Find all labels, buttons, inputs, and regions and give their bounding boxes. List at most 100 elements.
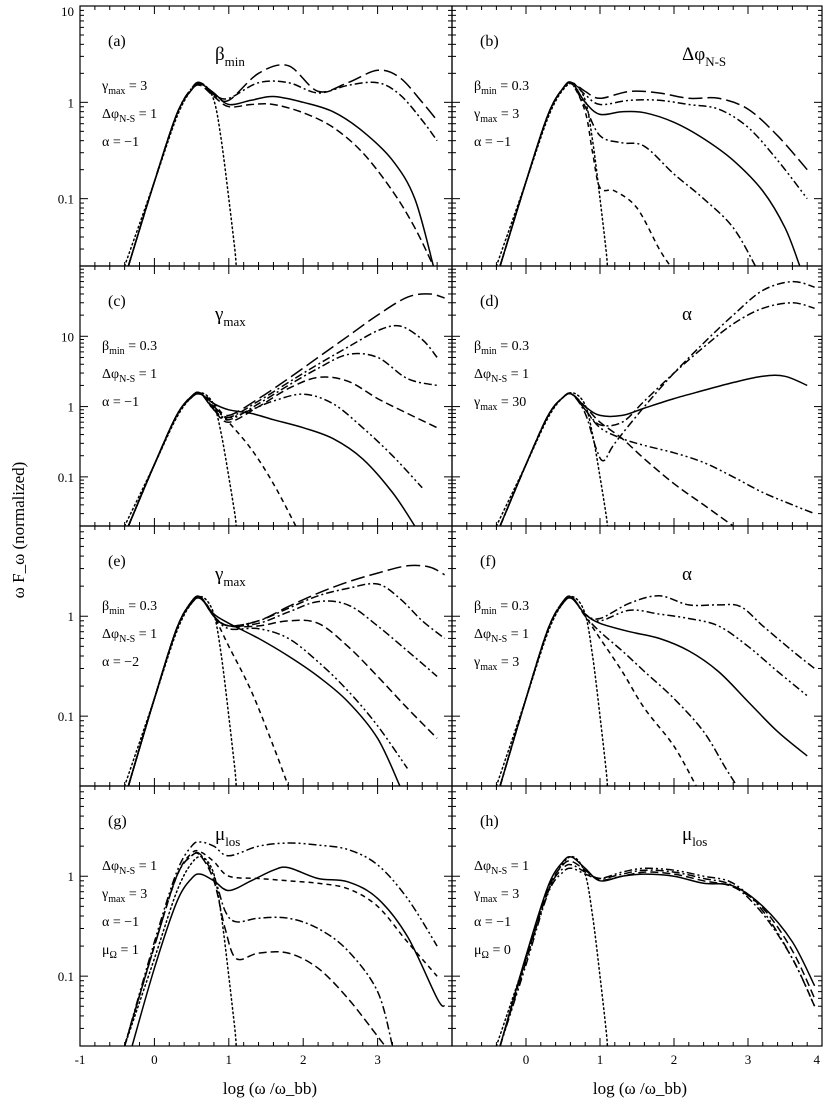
y-axis-label: ω F_ω (normalized) [9,462,28,599]
x-axis-label-right: log (ω /ω_bb) [593,1079,687,1098]
panel-g: 0.1 1 -1 0 1 2 3 (g) μlos ΔφN-S = 1 γmax = 3 α = −1… [58,785,453,1067]
y-tick-label: 0.1 [58,709,74,724]
series-e-7-longdash [127,564,445,786]
panel-param-a-2: α = −1 [102,135,139,150]
series-e-3-dashdotdot [127,595,409,786]
x-axis-label-left: log (ω /ω_bb) [223,1079,317,1098]
panel-f: (f) α βmin = 0.3 ΔφN-S = 1 γmax = 3 [451,525,823,787]
x-tick-label: 0 [523,1052,530,1067]
panel-param-c-1: ΔφN-S = 1 [102,367,157,385]
series-f-5-dashdot [499,595,816,786]
panel-title-e: γmax [214,564,246,589]
panel-d: (d) α βmin = 0.3 ΔφN-S = 1 γmax = 30 [451,265,823,527]
series-h-3-dashdot [499,863,816,1046]
x-tick-label: 2 [300,1052,307,1067]
panel-param-b-2: α = −1 [474,135,511,150]
panel-title-h: μlos [682,824,707,849]
panel-param-g-0: ΔφN-S = 1 [102,859,157,877]
y-tick-label: 1 [68,609,75,624]
panel-param-c-0: βmin = 0.3 [102,339,157,357]
panel-b: (b) ΔφN-S βmin = 0.3 γmax = 3 α = −1 [451,5,823,267]
series-group-a [123,64,438,266]
panel-label-g: (g) [108,813,127,830]
series-c-1-shortdash [127,391,297,526]
x-tick-label: 0 [151,1052,158,1067]
panel-param-h-1: γmax = 3 [473,887,519,905]
panel-label-f: (f) [480,553,496,570]
panel-param-f-0: βmin = 0.3 [474,599,529,617]
panel-e: 0.1 1 (e) γmax βmin = 0.3 ΔφN-S = 1 α = −2 [58,525,453,787]
panel-title-g: μlos [215,824,240,849]
panel-title-b: ΔφN-S [682,44,726,69]
y-tick-label: 0.1 [58,470,74,485]
panel-a: 0.1 1 10 (a) βmin γmax = 3 ΔφN-S = 1 α = −1 [58,4,453,267]
panel-label-c: (c) [108,293,126,310]
y-tick-label: 0.1 [58,969,74,984]
panel-param-d-1: ΔφN-S = 1 [474,367,529,385]
series-b-3-dashdot [499,81,757,266]
series-b-0-dotted [495,82,609,266]
panel-param-h-0: ΔφN-S = 1 [474,859,529,877]
panel-c: 0.1 1 10 (c) γmax βmin = 0.3 ΔφN-S = 1 α = −1 [58,265,453,527]
series-a-1-solid [127,83,435,266]
x-tick-label: 1 [597,1052,604,1067]
series-group-f [495,595,816,786]
y-tick-label: 1 [68,869,75,884]
series-h-4-dashdotdot [499,867,816,1046]
series-a-2-dashed [127,84,435,266]
panel-param-e-1: ΔφN-S = 1 [102,627,157,645]
series-g-4-dashed [123,852,386,1046]
panel-param-f-2: γmax = 3 [473,655,519,673]
x-tick-label: 3 [374,1052,381,1067]
series-group-c [123,293,445,526]
panel-param-g-1: γmax = 3 [101,887,147,905]
panel-title-a: βmin [215,44,245,69]
series-e-1-shortdash [127,595,290,786]
series-c-7-longdash [127,293,445,526]
series-h-1-solid [499,856,816,1046]
series-f-1-solid [499,597,808,786]
y-tick-label: 10 [61,329,74,344]
series-h-2-dashed [499,860,816,1046]
panel-param-e-2: α = −2 [102,655,139,670]
panel-label-h: (h) [480,813,499,830]
series-c-5-dashdot [127,352,438,526]
series-e-0-dotted [123,595,237,786]
panel-title-f: α [682,564,692,585]
series-f-0-dotted [495,595,609,786]
x-tick-label: 2 [671,1052,678,1067]
y-tick-label: 1 [68,400,75,415]
panel-label-e: (e) [108,553,126,570]
series-g-5-dashdotdot [123,841,438,1046]
series-c-6-dashdot [127,324,438,526]
panel-param-b-0: βmin = 0.3 [474,79,529,97]
panel-label-a: (a) [108,33,126,50]
panel-param-a-1: ΔφN-S = 1 [102,107,157,125]
x-tick-label: 1 [226,1052,233,1067]
series-d-1-solid [499,374,808,526]
series-f-3-dashdot [499,595,738,786]
series-c-3-dashdotdot [127,391,423,526]
y-tick-label: 1 [68,95,75,110]
panel-param-g-3: μΩ = 1 [102,943,139,961]
panel-h: 0 1 2 3 4 (h) μlos ΔφN-S = 1 γmax = 3 α = −1 μΩ = … [451,785,823,1067]
series-g-2-shortdash [123,849,438,1046]
series-c-4-dashed [127,376,438,526]
series-group-d [495,280,815,526]
panel-param-b-1: γmax = 3 [473,107,519,125]
series-group-g [123,841,446,1046]
series-c-2-solid [127,393,416,526]
y-tick-label: 0.1 [58,192,74,207]
panel-title-c: γmax [214,304,246,329]
series-e-2-solid [127,597,401,786]
series-g-0-dotted [123,855,237,1046]
series-b-5-longdash [499,81,808,266]
series-group-h [495,855,816,1046]
panel-param-h-2: α = −1 [474,915,511,930]
panel-label-d: (d) [480,293,499,310]
x-tick-label: 3 [745,1052,752,1067]
x-tick-label: -1 [75,1052,86,1067]
series-a-3-dashdot [127,80,438,266]
series-d-5-dashdot [499,302,815,526]
